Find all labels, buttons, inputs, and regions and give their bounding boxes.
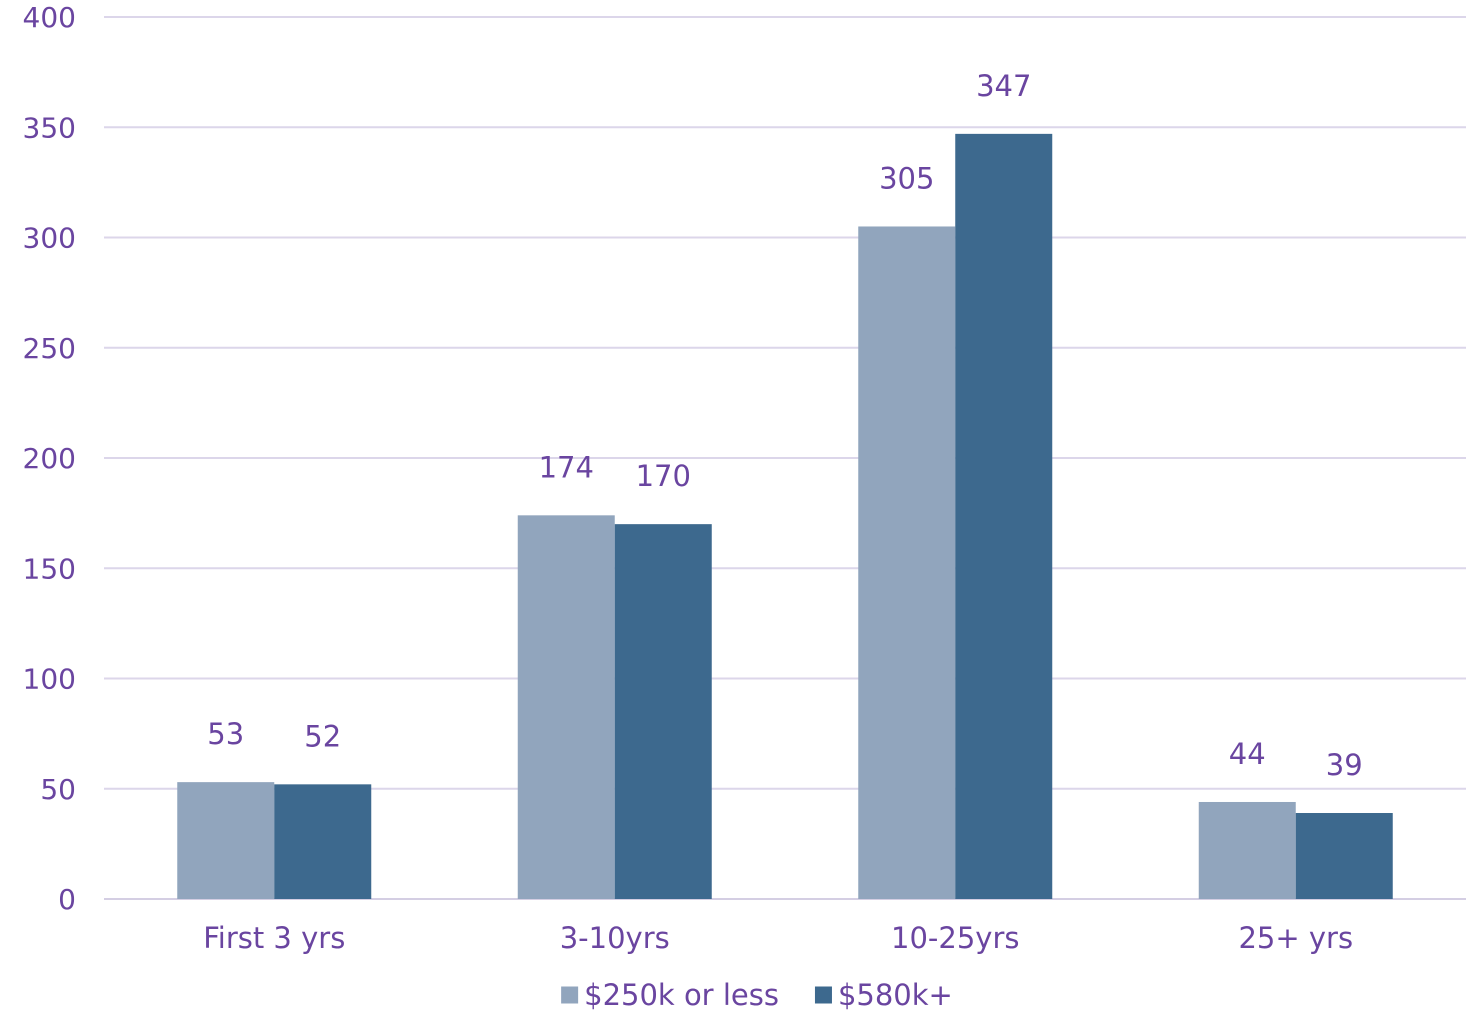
bar <box>1295 813 1393 899</box>
bar <box>858 226 956 900</box>
bar <box>614 524 712 899</box>
x-tick-label: 25+ yrs <box>1238 921 1353 955</box>
data-label: 44 <box>1229 737 1266 771</box>
legend: $250k or less $580k+ <box>561 978 953 1010</box>
data-label: 53 <box>207 717 244 751</box>
y-tick-label: 350 <box>23 111 76 144</box>
y-tick-label: 150 <box>23 552 76 585</box>
x-tick-label: 3-10yrs <box>560 921 670 955</box>
data-label: 52 <box>304 719 341 753</box>
legend-label: $250k or less <box>584 978 779 1010</box>
bar <box>1198 801 1296 899</box>
y-tick-label: 250 <box>23 332 76 365</box>
data-label: 170 <box>636 459 691 493</box>
data-label: 39 <box>1326 748 1363 782</box>
y-tick-label: 100 <box>23 663 76 696</box>
data-label: 174 <box>539 450 594 484</box>
legend-swatch <box>814 986 832 1004</box>
x-axis-categories: First 3 yrs 3-10yrs 10-25yrs 25+ yrs <box>203 921 1353 955</box>
y-tick-label: 300 <box>23 222 76 255</box>
y-axis-ticks: 0 50 100 150 200 250 300 350 400 <box>23 1 76 916</box>
bar <box>177 782 275 899</box>
x-tick-label: 10-25yrs <box>891 921 1019 955</box>
y-tick-label: 0 <box>58 883 76 916</box>
bar <box>955 133 1053 900</box>
y-tick-label: 400 <box>23 1 76 34</box>
bar <box>517 515 615 899</box>
bars <box>177 133 1393 900</box>
bar <box>274 784 372 899</box>
data-label: 347 <box>976 69 1031 103</box>
data-labels: 53 52 174 170 305 347 44 39 <box>207 69 1362 782</box>
y-tick-label: 50 <box>40 773 76 806</box>
y-tick-label: 200 <box>23 442 76 475</box>
legend-label: $580k+ <box>838 978 953 1010</box>
x-tick-label: First 3 yrs <box>203 921 345 955</box>
data-label: 305 <box>879 161 934 195</box>
legend-swatch <box>561 986 579 1004</box>
